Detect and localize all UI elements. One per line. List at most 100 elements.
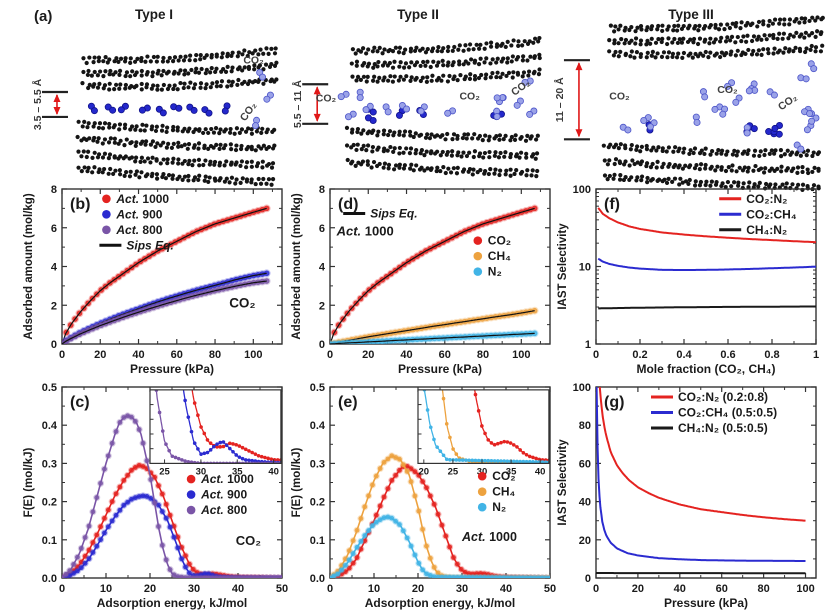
svg-text:Sips Eq.: Sips Eq. [370,207,417,221]
series-CO₂:CH₄ [597,257,816,271]
svg-text:5.5 – 11 Å: 5.5 – 11 Å [291,80,304,128]
series-N₂ [330,329,539,344]
svg-text:0.5: 0.5 [310,382,325,394]
series-area [597,207,816,310]
svg-text:100: 100 [512,349,530,361]
svg-text:CO₂: CO₂ [776,91,800,113]
type2-structure-illustration: 5.5 – 11 Å CO₂ CO₂ CO₂ [291,35,542,179]
svg-text:0.8: 0.8 [764,349,779,361]
svg-text:0.3: 0.3 [310,458,325,470]
svg-text:N₂: N₂ [488,265,502,279]
svg-text:(f): (f) [604,196,620,213]
svg-text:40: 40 [268,466,279,477]
svg-text:0.4: 0.4 [676,349,692,361]
svg-text:0: 0 [59,583,65,595]
axes: 0 20 40 60 80 100 0 20 40 60 80 100 [573,382,816,595]
svg-text:CO₂: CO₂ [609,91,630,103]
svg-text:CO₂: CO₂ [236,533,261,548]
svg-text:F(E) (mol/kJ): F(E) (mol/kJ) [291,448,303,518]
series-CO₂:N₂ [597,207,816,244]
legend: CO₂:N₂ (0.2:0.8)CO₂:CH₄ (0.5:0.5) CH₄:N₂ … [651,390,777,435]
svg-text:0.2: 0.2 [42,497,57,509]
svg-text:Pressure (kPa): Pressure (kPa) [664,596,748,610]
svg-text:2: 2 [319,300,325,312]
svg-text:CO₂:CH₄ (0.5:0.5): CO₂:CH₄ (0.5:0.5) [678,405,777,419]
svg-text:CO₂: CO₂ [488,234,511,248]
svg-text:CO₂:N₂ (0.2:0.8): CO₂:N₂ (0.2:0.8) [678,390,768,404]
svg-text:40: 40 [579,497,591,509]
svg-text:6: 6 [51,223,57,235]
axes: 0 0.2 0.4 0.6 0.8 1 1 10 100 [573,184,819,361]
type3-structure-illustration: 11 – 20 Å CO₂ CO₂ CO₂ [553,15,825,192]
svg-text:4: 4 [319,262,326,274]
svg-text:20: 20 [144,583,156,595]
svg-text:80: 80 [579,420,591,432]
series-Act. 800 [62,412,282,578]
svg-text:CH₄: CH₄ [488,249,511,263]
svg-text:0.0: 0.0 [310,573,325,585]
svg-text:N₂: N₂ [492,500,506,514]
series-area [330,204,539,344]
svg-text:8: 8 [319,184,325,196]
svg-text:IAST Selectivity: IAST Selectivity [557,439,569,526]
svg-text:CO₂: CO₂ [316,92,337,104]
svg-text:Act. 1000: Act. 1000 [115,192,169,206]
svg-text:Sips Eq.: Sips Eq. [126,238,173,252]
series-area [62,412,282,578]
svg-text:0.0: 0.0 [42,573,57,585]
svg-text:10: 10 [579,262,591,274]
svg-text:0.1: 0.1 [42,535,57,547]
svg-text:11 – 20 Å: 11 – 20 Å [553,77,566,122]
svg-text:IAST Selectivity: IAST Selectivity [557,223,569,310]
svg-text:10: 10 [368,583,380,595]
svg-text:60: 60 [439,349,451,361]
svg-text:8: 8 [51,184,57,196]
legend: Sips Eq. [343,207,418,221]
svg-text:0: 0 [593,349,599,361]
svg-text:CO₂: CO₂ [459,91,480,103]
svg-text:25: 25 [448,466,459,477]
svg-text:35: 35 [506,466,517,477]
svg-text:Pressure (kPa): Pressure (kPa) [398,362,482,376]
panel-c-energy-distribution-chart: 0 10 20 30 40 50 0.0 0.1 0.2 0.3 0.4 0.5 Adsorption … [23,382,288,610]
svg-text:(g): (g) [604,394,624,411]
svg-text:0.2: 0.2 [632,349,647,361]
svg-text:0.2: 0.2 [310,497,325,509]
svg-text:50: 50 [276,583,288,595]
svg-text:40: 40 [400,349,412,361]
series-area [62,204,271,344]
series-CO₂ [330,204,539,344]
svg-text:(e): (e) [338,394,358,411]
svg-text:Mole fraction (CO₂, CH₄): Mole fraction (CO₂, CH₄) [636,362,775,376]
svg-text:(b): (b) [70,196,90,213]
panel-e-energy-distribution-chart: 0 10 20 30 40 50 0.0 0.1 0.2 0.3 0.4 0.5 Adsorption … [291,382,556,610]
series-Act. 1000 [62,204,271,344]
svg-text:(d): (d) [338,196,358,213]
svg-text:CO₂: CO₂ [717,84,738,96]
series-area [596,387,806,575]
svg-text:(c): (c) [70,394,90,411]
type3-title: Type III [668,7,714,22]
svg-text:0.4: 0.4 [310,420,326,432]
svg-text:Act. 1000: Act. 1000 [461,530,517,544]
svg-text:CH₄:N₂: CH₄:N₂ [746,223,787,237]
svg-text:100: 100 [796,583,814,595]
svg-text:40: 40 [232,583,244,595]
svg-text:40: 40 [500,583,512,595]
svg-text:30: 30 [477,466,488,477]
svg-text:Act. 800: Act. 800 [200,503,247,517]
panel-d-adsorption-isotherm-chart: 0 20 40 60 80 100 0 2 4 6 8 Pressure (kPa) Adsorbed … [291,184,551,376]
svg-text:Adsorbed amount (mol/kg): Adsorbed amount (mol/kg) [23,193,35,339]
inset: 20 25 30 35 40 [417,389,550,477]
svg-text:3.5 – 5.5 Å: 3.5 – 5.5 Å [31,78,44,130]
svg-text:0.3: 0.3 [42,458,57,470]
svg-text:0: 0 [319,339,325,351]
svg-text:60: 60 [171,349,183,361]
series-CO₂ [330,462,550,578]
svg-text:80: 80 [209,349,221,361]
svg-text:Adsorption energy, kJ/mol: Adsorption energy, kJ/mol [365,596,515,610]
series-area [330,452,550,578]
